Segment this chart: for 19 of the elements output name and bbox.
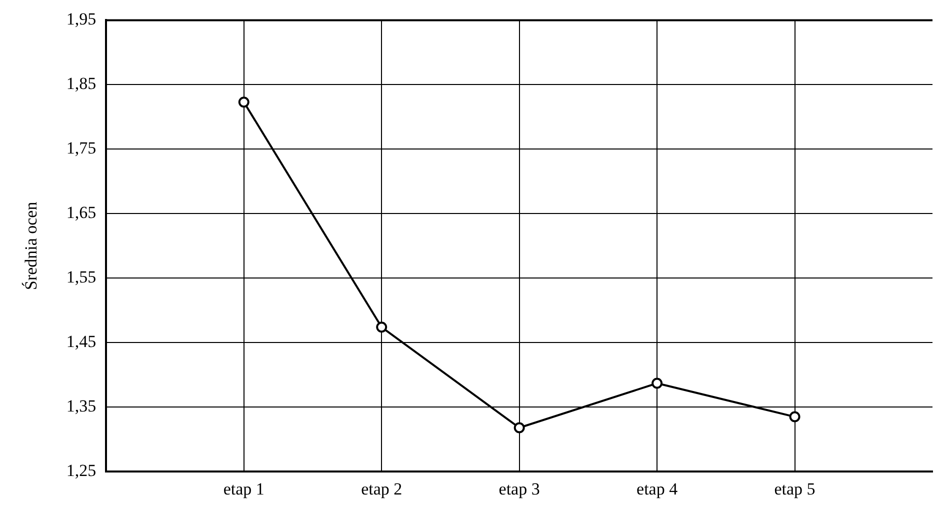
point xyxy=(376,322,388,333)
point xyxy=(514,422,525,434)
x-tick-label: etap 4 xyxy=(636,479,678,498)
y-tick-label: 1,75 xyxy=(66,138,96,158)
x-tick-label: etap 5 xyxy=(774,479,816,498)
y-tick-label: 1,45 xyxy=(66,332,96,352)
point xyxy=(652,378,663,389)
x-tick-label: etap 1 xyxy=(223,479,264,498)
y-tick-label: 1,95 xyxy=(66,10,96,29)
y-tick-label: 1,55 xyxy=(66,268,96,287)
point xyxy=(238,96,250,108)
y-tick-label: 1,65 xyxy=(66,203,96,222)
x-tick-label: etap 3 xyxy=(498,479,540,498)
point xyxy=(789,411,800,422)
y-tick-label: 1,35 xyxy=(66,396,96,416)
x-tick-label: etap 2 xyxy=(361,479,402,498)
y-tick-label: 1,85 xyxy=(66,74,96,94)
y-tick-label: 1,25 xyxy=(66,461,96,480)
y-axis-title: Średnia ocen xyxy=(22,201,41,290)
